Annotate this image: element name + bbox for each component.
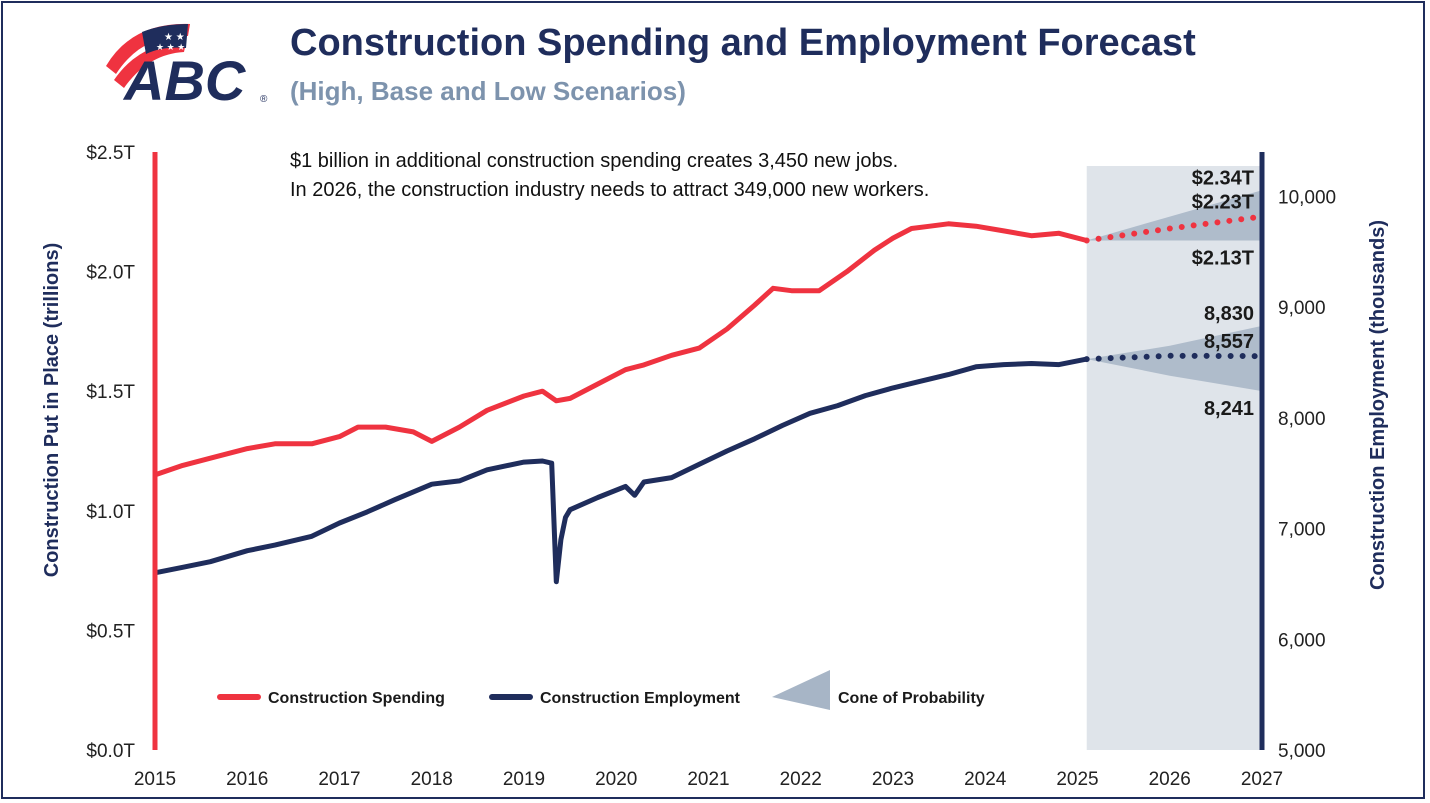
legend-label-cone: Cone of Probability — [838, 690, 985, 707]
y-left-tick-label: $2.5T — [86, 143, 135, 164]
x-tick-label: 2026 — [1149, 769, 1191, 790]
note-line-2: In 2026, the construction industry needs… — [290, 179, 929, 201]
logo-flag-swoosh-2 — [114, 42, 186, 88]
y-right-axis-label: Construction Employment (thousands) — [1367, 220, 1389, 590]
y-left-tick-label: $0.0T — [86, 741, 135, 762]
y-right-tick-label: 9,000 — [1278, 298, 1326, 319]
y-right-tick-label: 6,000 — [1278, 630, 1326, 651]
x-tick-label: 2027 — [1241, 769, 1283, 790]
employment-base-label: 8,557 — [1204, 331, 1254, 353]
svg-text:★ ★: ★ ★ — [164, 32, 185, 43]
x-tick-label: 2021 — [687, 769, 729, 790]
employment-line — [152, 356, 1090, 585]
x-tick-label: 2023 — [872, 769, 914, 790]
employment-low-label: 8,241 — [1204, 398, 1254, 420]
x-tick-label: 2019 — [503, 769, 545, 790]
y-left-tick-label: $2.0T — [86, 263, 135, 284]
chart-title: Construction Spending and Employment For… — [290, 22, 1196, 64]
spending-base-label: $2.23T — [1192, 192, 1254, 214]
employment-forecast-line — [1083, 352, 1265, 363]
y-right-tick-label: 5,000 — [1278, 741, 1326, 762]
employment-high-label: 8,830 — [1204, 303, 1254, 325]
y-right-tick-label: 8,000 — [1278, 409, 1326, 430]
x-tick-label: 2020 — [595, 769, 637, 790]
x-tick-label: 2017 — [318, 769, 360, 790]
cone-spending — [1086, 190, 1262, 241]
y-right-tick-label: 7,000 — [1278, 520, 1326, 541]
forecast-region — [1086, 166, 1262, 750]
x-tick-label: 2024 — [964, 769, 1007, 790]
x-tick-label: 2015 — [134, 769, 176, 790]
spending-forecast-line — [1083, 213, 1265, 244]
x-tick-label: 2022 — [780, 769, 822, 790]
x-tick-label: 2025 — [1056, 769, 1098, 790]
x-tick-label: 2018 — [411, 769, 453, 790]
chart-subtitle: (High, Base and Low Scenarios) — [290, 76, 686, 106]
y-left-tick-label: $0.5T — [86, 621, 135, 642]
spending-high-label: $2.34T — [1192, 167, 1254, 189]
y-left-tick-label: $1.5T — [86, 382, 135, 403]
spending-line — [152, 221, 1090, 478]
logo-text: ABC — [122, 49, 247, 106]
legend-label-spending: Construction Spending — [268, 690, 445, 707]
svg-text:★ ★ ★: ★ ★ ★ — [156, 42, 185, 52]
note-line-1: $1 billion in additional construction sp… — [290, 150, 898, 172]
spending-low-label: $2.13T — [1192, 248, 1254, 270]
legend-swatch-cone — [772, 670, 830, 710]
x-tick-label: 2016 — [226, 769, 268, 790]
y-left-axis-label: Construction Put in Place (trillions) — [41, 243, 63, 577]
cone-employment — [1086, 325, 1262, 392]
legend: Construction Spending Construction Emplo… — [217, 670, 985, 710]
y-left-tick-label: $1.0T — [86, 502, 135, 523]
legend-label-employment: Construction Employment — [540, 690, 741, 707]
abc-logo: ★ ★ ★ ★ ★ ABC ® — [106, 23, 268, 106]
y-right-tick-label: 10,000 — [1278, 187, 1336, 208]
logo-flag-stars — [142, 24, 188, 54]
logo-registered-mark: ® — [260, 94, 268, 105]
